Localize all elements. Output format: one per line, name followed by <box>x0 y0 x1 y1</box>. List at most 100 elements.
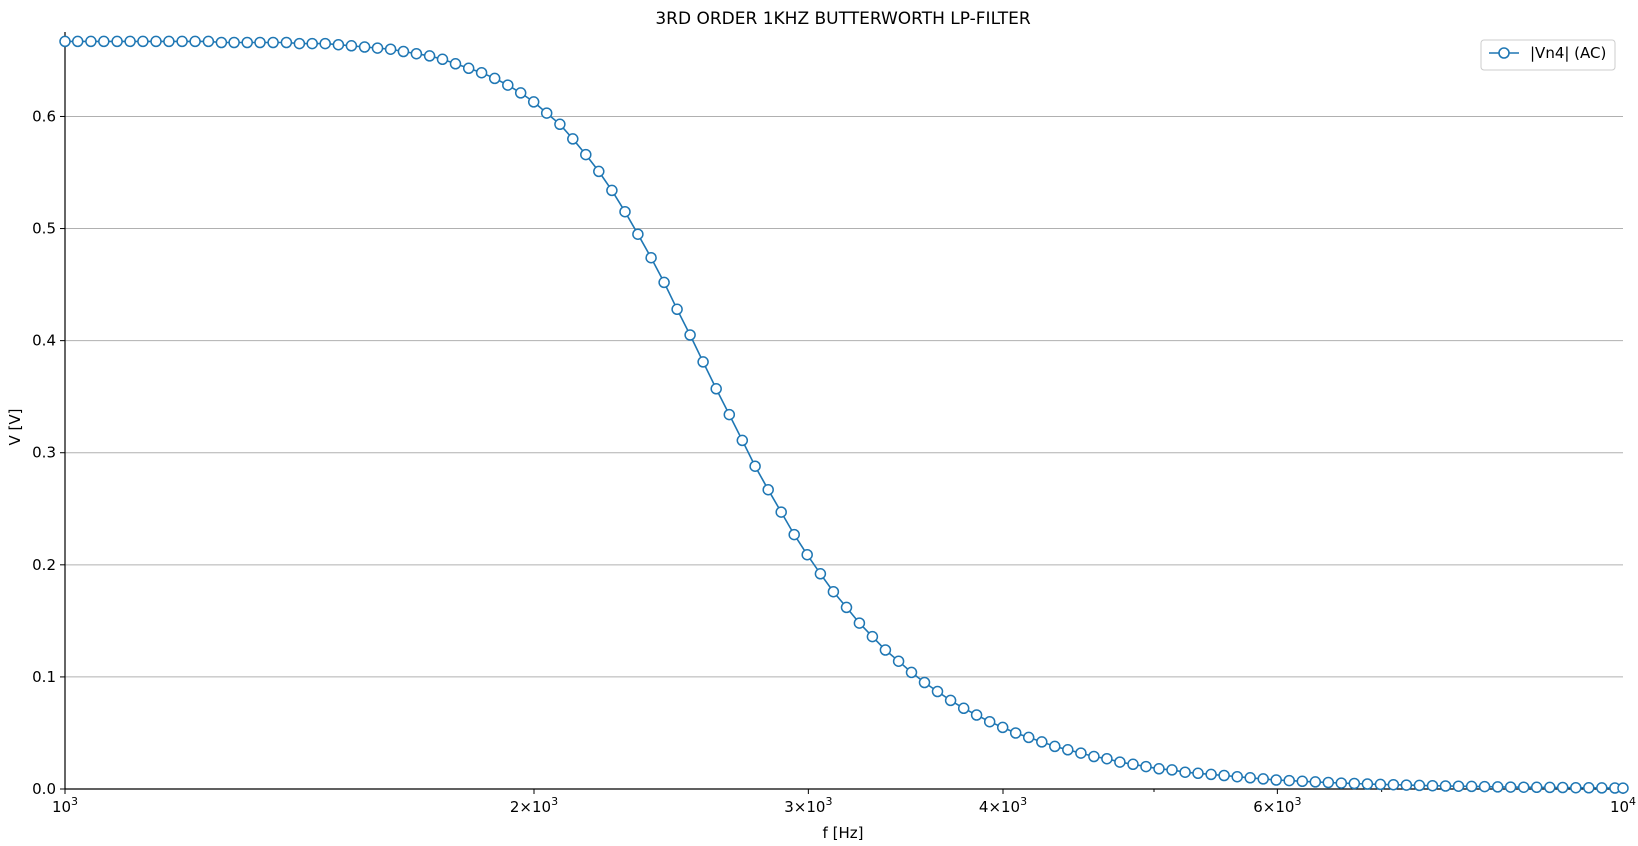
data-point <box>1036 736 1048 748</box>
data-point <box>1192 767 1204 780</box>
series-line-vn4 <box>65 40 1624 789</box>
tick-labels: 0.0 0.1 0.2 0.3 0.4 0.5 0.6 103 2×103 3×103 4×103 6… <box>32 107 1636 816</box>
data-point <box>1596 782 1608 794</box>
data-point <box>1205 768 1217 781</box>
grid-lines <box>65 115 1623 790</box>
data-point <box>1504 781 1517 793</box>
data-point <box>527 96 540 108</box>
data-point <box>957 702 970 715</box>
data-point <box>1166 764 1178 776</box>
data-point <box>202 35 215 48</box>
data-point <box>918 676 931 689</box>
data-point <box>996 721 1009 734</box>
x-tick-label: 103 <box>52 795 78 816</box>
data-point <box>462 62 475 75</box>
y-tick-label: 0.1 <box>32 668 56 686</box>
data-point <box>449 58 462 70</box>
data-point <box>1270 774 1282 786</box>
y-tick-label: 0.0 <box>32 780 56 798</box>
data-point <box>1374 778 1387 791</box>
y-tick-label: 0.4 <box>32 332 56 350</box>
data-point <box>1283 774 1295 787</box>
data-point <box>931 685 944 698</box>
data-point <box>71 35 84 48</box>
data-point <box>1556 781 1569 794</box>
data-point <box>632 228 644 240</box>
data-point <box>371 42 384 54</box>
data-point <box>1257 773 1269 785</box>
data-point <box>1361 778 1374 790</box>
data-point <box>554 118 566 131</box>
data-point <box>293 37 306 50</box>
data-point <box>892 655 905 667</box>
data-point <box>580 148 592 161</box>
data-point <box>905 666 918 679</box>
y-tick-label: 0.3 <box>32 444 56 462</box>
data-point <box>788 528 800 541</box>
data-point <box>241 36 253 49</box>
data-point <box>827 585 840 598</box>
data-point <box>593 165 605 178</box>
data-point <box>1544 781 1556 794</box>
data-point <box>1348 777 1361 790</box>
data-point <box>1075 747 1087 759</box>
data-point <box>1439 780 1452 792</box>
data-point <box>1049 740 1061 753</box>
data-point <box>866 630 879 643</box>
data-point <box>749 460 761 472</box>
data-point <box>189 35 201 48</box>
data-point <box>1309 776 1322 788</box>
data-point <box>124 35 136 48</box>
x-tick-label: 104 <box>1610 795 1636 816</box>
data-point <box>1426 779 1439 792</box>
data-point <box>1322 776 1335 789</box>
data-point <box>1465 780 1478 793</box>
data-point <box>436 53 449 66</box>
data-point <box>814 568 827 580</box>
data-point <box>1387 778 1400 791</box>
x-axis-label: f [Hz] <box>823 824 864 842</box>
data-point <box>384 43 397 55</box>
data-point <box>163 35 175 48</box>
x-tick-label: 6×103 <box>1253 795 1301 816</box>
data-point <box>1114 756 1126 768</box>
data-point <box>970 709 983 721</box>
data-point <box>475 66 488 79</box>
data-point <box>514 87 527 99</box>
data-point <box>853 617 866 629</box>
data-point <box>658 276 670 289</box>
x-tick-label: 3×103 <box>784 795 832 816</box>
legend-marker-swatch <box>1498 47 1510 59</box>
data-point <box>410 47 423 60</box>
data-point <box>1617 782 1629 794</box>
legend-entry-vn4: |Vn4| (AC) <box>1530 44 1606 62</box>
legend: |Vn4| (AC) <box>1480 39 1616 71</box>
data-point <box>1491 781 1504 793</box>
data-point <box>1153 763 1165 775</box>
data-point <box>1088 750 1100 763</box>
data-point <box>1244 772 1256 784</box>
data-point <box>332 38 345 51</box>
data-point <box>1140 760 1152 773</box>
data-point <box>150 35 162 48</box>
data-point <box>1570 781 1582 794</box>
data-point <box>1127 758 1139 771</box>
data-point <box>345 40 358 52</box>
chart-title: 3RD ORDER 1KHZ BUTTERWORTH LP-FILTER <box>655 9 1030 29</box>
axes <box>60 32 1624 794</box>
data-point <box>1022 731 1035 744</box>
data-point <box>697 356 709 368</box>
data-point <box>111 35 123 48</box>
data-point <box>254 36 266 49</box>
data-point <box>567 133 579 145</box>
data-point <box>540 107 553 119</box>
data-point <box>319 37 331 50</box>
data-point <box>606 184 618 197</box>
data-point <box>397 45 410 58</box>
data-point <box>1009 727 1022 739</box>
data-point <box>619 205 631 218</box>
data-point <box>775 506 787 518</box>
y-tick-label: 0.2 <box>32 556 56 574</box>
